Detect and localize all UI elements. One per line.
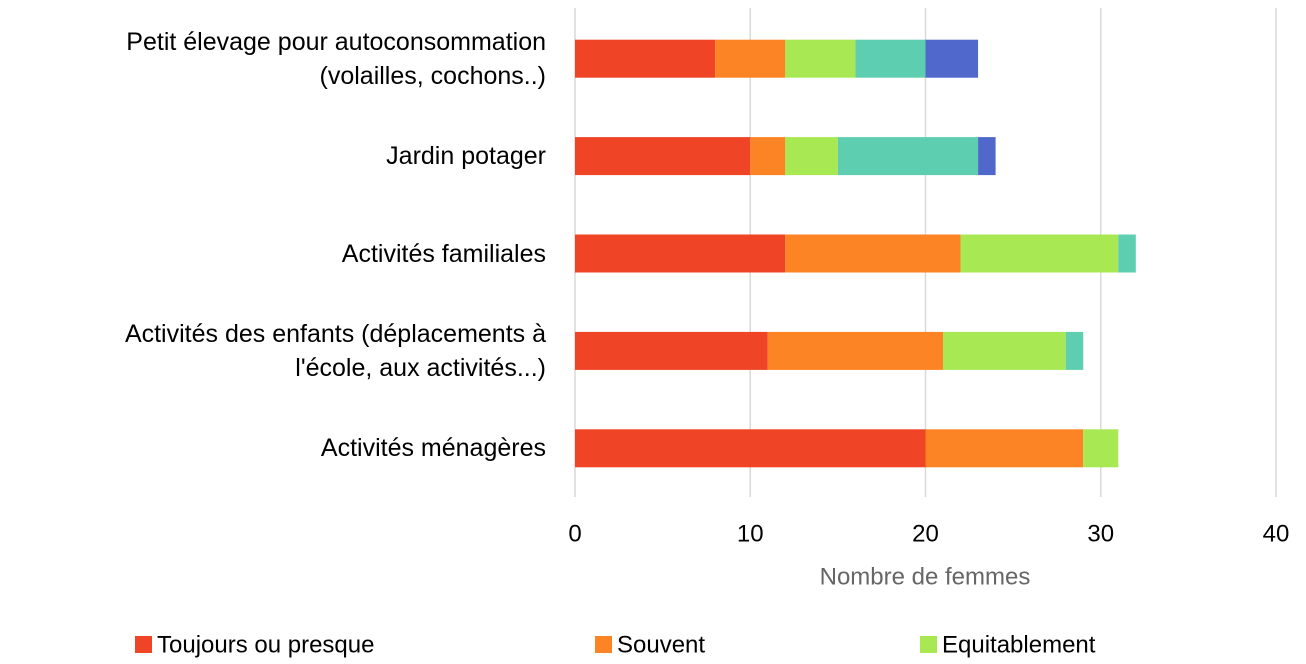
- x-axis-label: Nombre de femmes: [820, 563, 1031, 590]
- bar-segment: [855, 39, 926, 78]
- bar-segment: [785, 234, 961, 273]
- bar-segment: [575, 39, 716, 78]
- legend-label: Equitablement: [942, 631, 1096, 658]
- bar-segment: [715, 39, 786, 78]
- category-label: Activités des enfants (déplacements à l'…: [124, 319, 546, 382]
- bar-segment: [767, 331, 944, 370]
- bar-segment: [960, 234, 1119, 273]
- bar-segment: [750, 137, 786, 176]
- x-tick-label: 0: [568, 520, 581, 547]
- bar-segment: [1118, 234, 1136, 273]
- bar-segment: [837, 137, 979, 176]
- bar-segment: [1083, 429, 1119, 468]
- bar-segment: [785, 137, 838, 176]
- bar-segment: [978, 137, 996, 176]
- bar-segment: [575, 331, 768, 370]
- bar-segment: [1065, 331, 1084, 370]
- bar-segment: [943, 331, 1066, 370]
- category-label: Activités ménagères: [320, 434, 546, 463]
- legend-label: Souvent: [617, 631, 705, 658]
- bar-segment: [785, 39, 856, 78]
- bar-segment: [925, 39, 979, 78]
- bar-segment: [925, 429, 1084, 468]
- legend-swatch: [595, 636, 612, 653]
- bar-segment: [575, 429, 926, 468]
- x-tick-label: 10: [737, 520, 764, 547]
- bar-segment: [575, 234, 786, 273]
- category-label: Activités familiales: [341, 239, 546, 268]
- legend-swatch: [920, 636, 937, 653]
- category-label: Jardin potager: [386, 142, 546, 171]
- x-tick-label: 40: [1263, 520, 1290, 547]
- legend-label: Toujours ou presque: [157, 631, 374, 658]
- x-tick-label: 30: [1087, 520, 1114, 547]
- category-label: Petit élevage pour autoconsommation (vol…: [126, 27, 546, 90]
- x-tick-label: 20: [912, 520, 939, 547]
- bar-segment: [575, 137, 751, 176]
- legend-swatch: [135, 636, 152, 653]
